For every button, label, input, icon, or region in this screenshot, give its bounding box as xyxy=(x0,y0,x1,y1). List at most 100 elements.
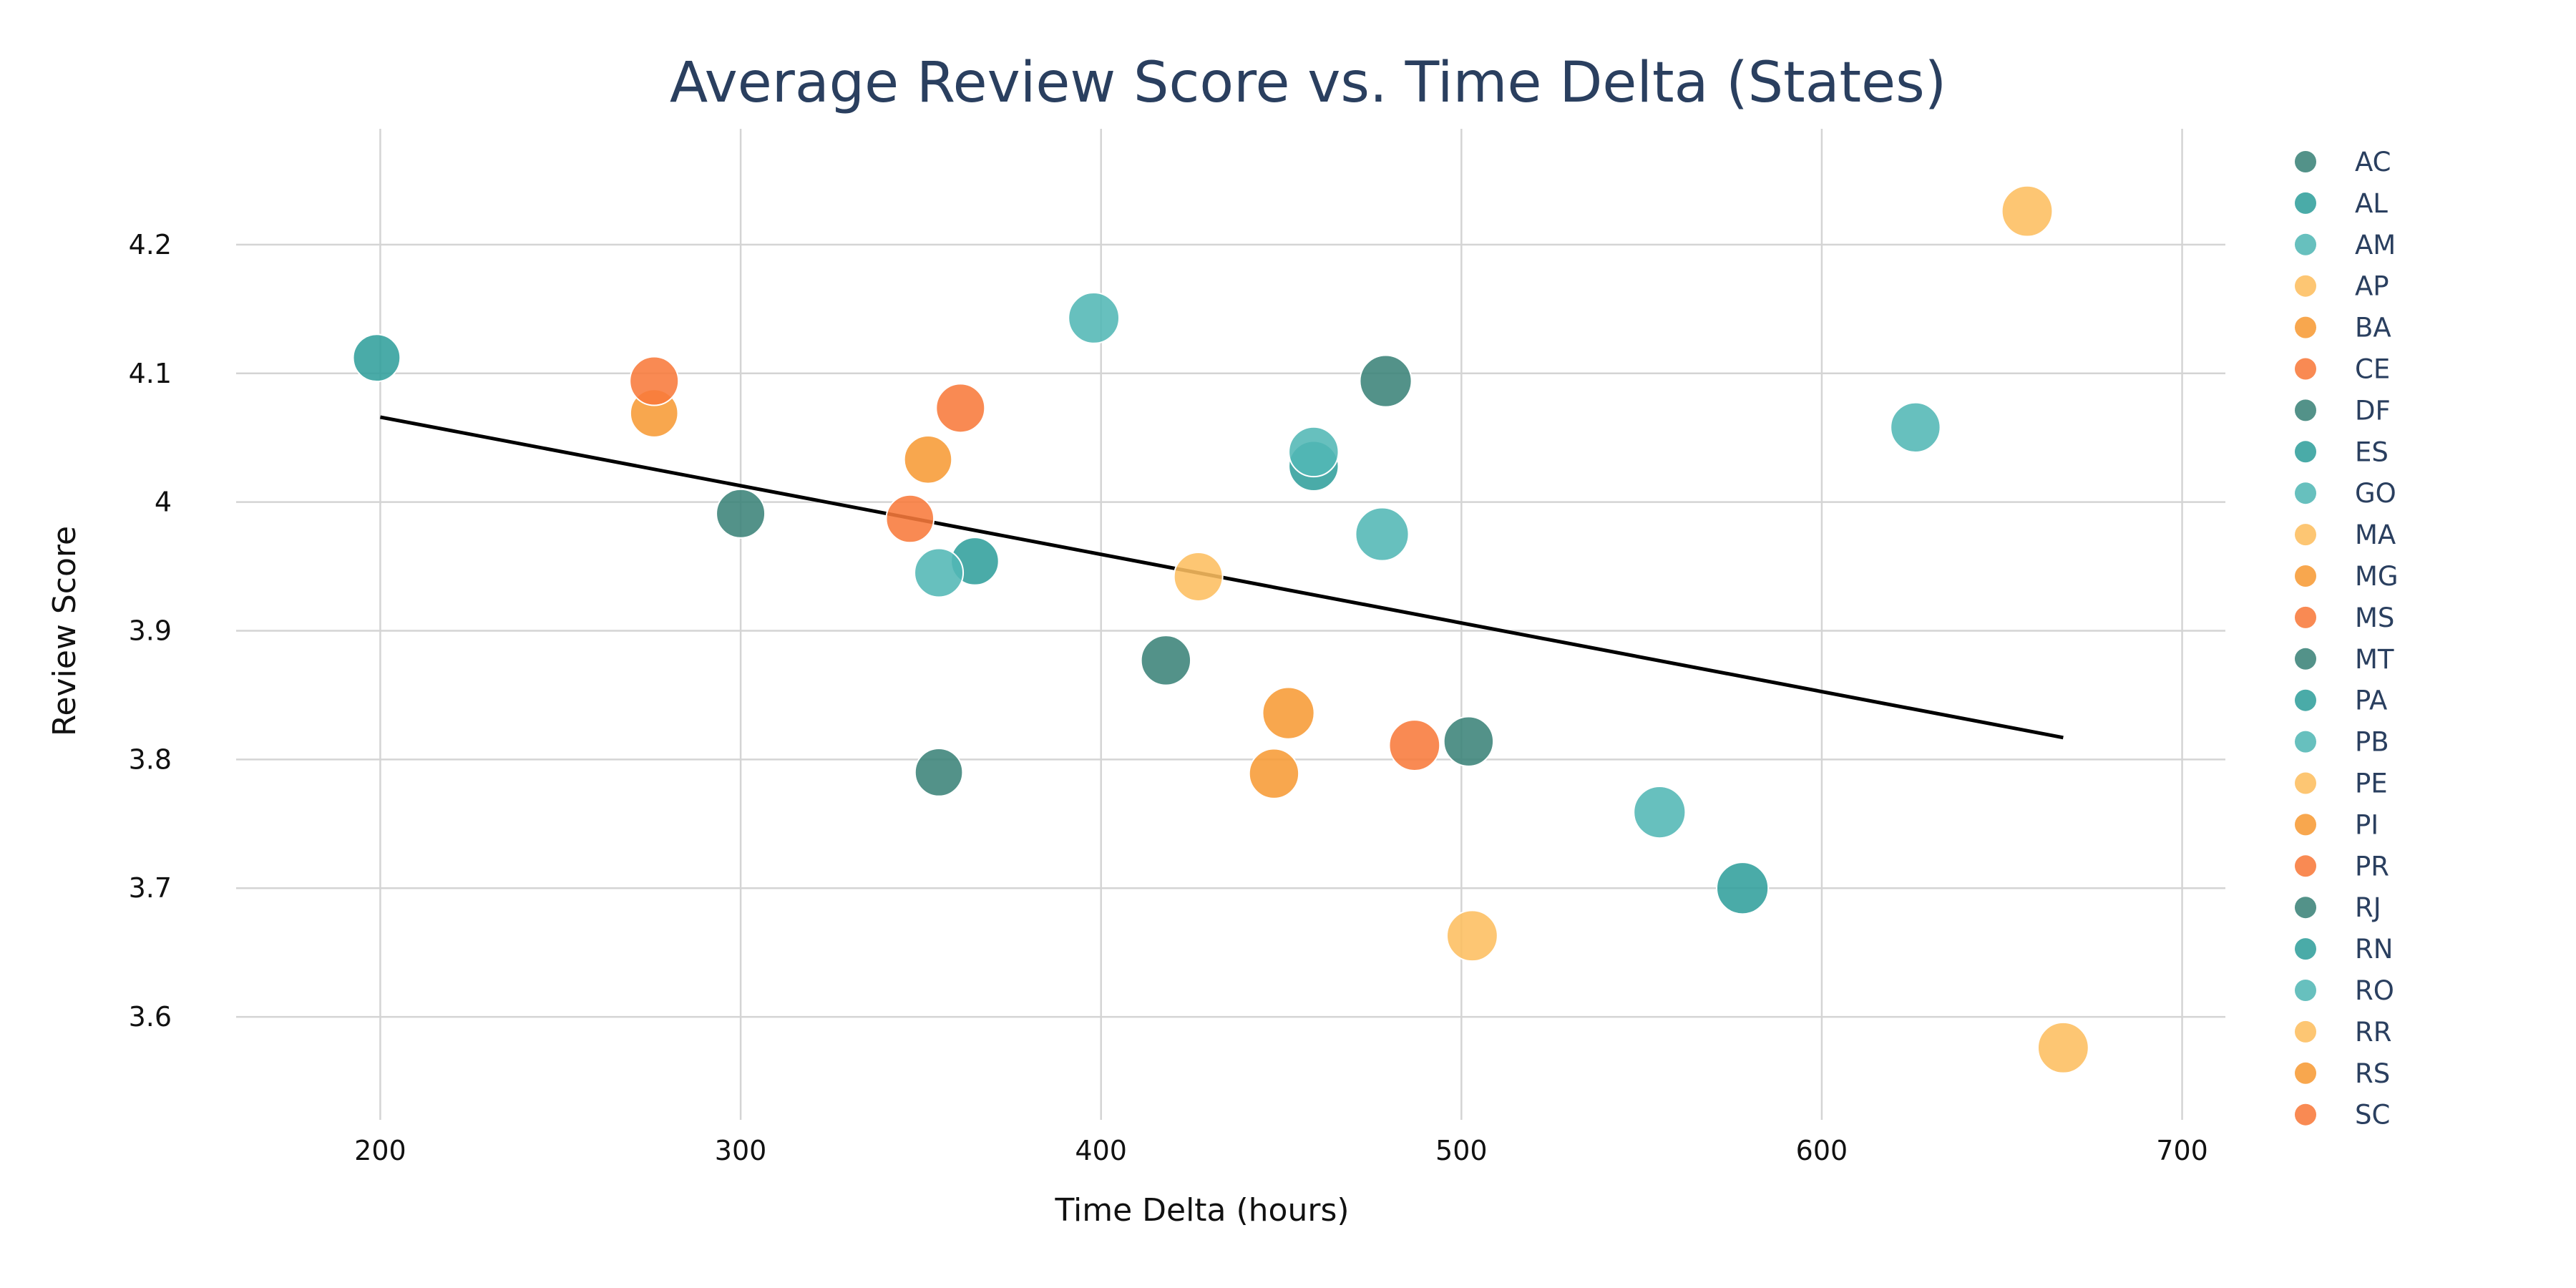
legend-item-sc[interactable]: SC xyxy=(2295,1100,2390,1131)
legend-marker xyxy=(2295,233,2316,255)
legend-label: AC xyxy=(2355,147,2391,177)
legend-label: AM xyxy=(2355,230,2396,260)
chart-title: Average Review Score vs. Time Delta (Sta… xyxy=(670,51,1946,115)
legend-marker xyxy=(2295,855,2316,877)
x-tick-label: 700 xyxy=(2156,1135,2208,1166)
legend-item-go[interactable]: GO xyxy=(2295,478,2396,509)
legend-item-pi[interactable]: PI xyxy=(2295,809,2379,840)
legend-item-ap[interactable]: AP xyxy=(2295,271,2389,302)
legend-marker xyxy=(2295,689,2316,711)
legend-item-ac[interactable]: AC xyxy=(2295,147,2391,177)
legend[interactable]: AC AL AM AP BA CE DF ES GO MA MG MS MT PA PB PE PI PR RJ RN… xyxy=(2295,147,2399,1131)
data-point-ce[interactable] xyxy=(1388,719,1441,771)
data-point-rr[interactable] xyxy=(2036,1021,2089,1074)
legend-item-mt[interactable]: MT xyxy=(2295,644,2394,675)
data-point-ro[interactable] xyxy=(1355,507,1410,562)
legend-marker xyxy=(2295,897,2316,919)
data-point-ma[interactable] xyxy=(1173,551,1224,602)
legend-marker xyxy=(2295,1020,2316,1043)
legend-label: BA xyxy=(2355,313,2391,343)
legend-item-df[interactable]: DF xyxy=(2295,395,2391,426)
data-point-am[interactable] xyxy=(1633,786,1687,839)
legend-item-mg[interactable]: MG xyxy=(2295,561,2399,592)
legend-label: MA xyxy=(2355,519,2396,550)
y-tick-label: 4.2 xyxy=(129,229,172,260)
legend-label: PE xyxy=(2355,769,2388,799)
legend-marker xyxy=(2295,151,2316,172)
legend-label: RN xyxy=(2355,934,2393,965)
legend-label: ES xyxy=(2355,436,2389,467)
legend-item-rj[interactable]: RJ xyxy=(2295,892,2381,923)
legend-item-pb[interactable]: PB xyxy=(2295,727,2389,758)
legend-item-es[interactable]: ES xyxy=(2295,436,2389,467)
data-point-df[interactable] xyxy=(914,748,964,797)
data-point-mt[interactable] xyxy=(1359,354,1413,408)
legend-item-ms[interactable]: MS xyxy=(2295,602,2394,633)
data-point-rj[interactable] xyxy=(1443,716,1495,767)
legend-label: RR xyxy=(2355,1017,2391,1048)
x-tick-label: 200 xyxy=(354,1135,406,1166)
data-point[interactable] xyxy=(1068,292,1121,344)
data-point-ac[interactable] xyxy=(1140,635,1192,686)
legend-label: PB xyxy=(2355,727,2389,758)
data-point-sc[interactable] xyxy=(629,356,680,406)
legend-marker xyxy=(2295,814,2316,836)
legend-label: RJ xyxy=(2355,892,2381,923)
legend-label: PA xyxy=(2355,686,2387,716)
data-point[interactable] xyxy=(1890,401,1941,453)
legend-item-ba[interactable]: BA xyxy=(2295,313,2391,343)
x-tick-label: 400 xyxy=(1075,1135,1127,1166)
data-point-ap[interactable] xyxy=(1446,909,1498,962)
data-point-ms[interactable] xyxy=(885,494,935,544)
legend-item-al[interactable]: AL xyxy=(2295,188,2388,219)
data-point-rs[interactable] xyxy=(1248,748,1300,799)
legend-item-ce[interactable]: CE xyxy=(2295,354,2390,385)
legend-marker xyxy=(2295,1062,2316,1084)
data-point-pr[interactable] xyxy=(935,383,986,434)
legend-item-pe[interactable]: PE xyxy=(2295,769,2388,799)
x-axis-ticks: 200 300 400 500 600 700 xyxy=(354,1135,2208,1166)
data-point-pe[interactable] xyxy=(2001,185,2054,238)
legend-item-rr[interactable]: RR xyxy=(2295,1017,2391,1048)
y-tick-label: 3.9 xyxy=(129,615,172,646)
legend-label: MT xyxy=(2355,644,2394,675)
legend-label: GO xyxy=(2355,478,2396,509)
data-point-al[interactable] xyxy=(1716,862,1770,915)
x-tick-label: 500 xyxy=(1435,1135,1488,1166)
legend-item-am[interactable]: AM xyxy=(2295,230,2396,260)
y-tick-label: 3.7 xyxy=(129,872,172,904)
legend-label: PR xyxy=(2355,851,2389,882)
legend-item-rn[interactable]: RN xyxy=(2295,934,2393,965)
legend-label: MG xyxy=(2355,561,2399,592)
legend-marker xyxy=(2295,1103,2316,1126)
data-point-pb[interactable] xyxy=(1288,426,1340,478)
legend-marker xyxy=(2295,606,2316,628)
y-tick-label: 3.8 xyxy=(129,743,172,775)
legend-marker xyxy=(2295,316,2316,338)
y-tick-label: 3.6 xyxy=(129,1001,172,1033)
legend-item-rs[interactable]: RS xyxy=(2295,1058,2390,1089)
x-axis-title: Time Delta (hours) xyxy=(1054,1192,1349,1229)
legend-label: SC xyxy=(2355,1100,2390,1131)
legend-label: RO xyxy=(2355,975,2394,1006)
data-point-rn[interactable] xyxy=(352,333,401,383)
legend-marker xyxy=(2295,524,2316,546)
legend-label: DF xyxy=(2355,395,2391,426)
legend-marker xyxy=(2295,731,2316,753)
legend-marker xyxy=(2295,482,2316,504)
legend-item-ro[interactable]: RO xyxy=(2295,975,2394,1006)
legend-marker xyxy=(2295,441,2316,463)
data-point-pi[interactable] xyxy=(903,434,953,484)
data-point-go[interactable] xyxy=(914,547,965,598)
data-point-ba[interactable] xyxy=(1262,686,1315,740)
legend-marker xyxy=(2295,980,2316,1001)
legend-marker xyxy=(2295,565,2316,587)
legend-item-pa[interactable]: PA xyxy=(2295,686,2387,716)
legend-item-ma[interactable]: MA xyxy=(2295,519,2396,550)
y-axis-ticks: 3.6 3.7 3.8 3.9 4 4.1 4.2 xyxy=(129,229,172,1033)
legend-marker xyxy=(2295,358,2316,380)
data-point[interactable] xyxy=(716,488,766,539)
legend-label: RS xyxy=(2355,1058,2390,1089)
legend-item-pr[interactable]: PR xyxy=(2295,851,2389,882)
